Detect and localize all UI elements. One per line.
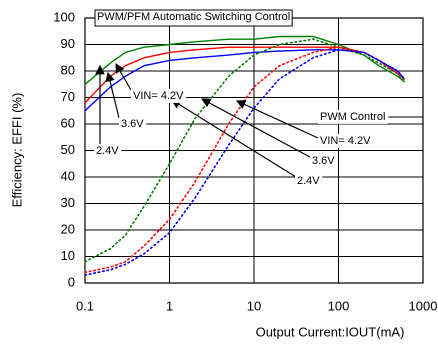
- annotation-bg: [94, 9, 293, 27]
- x-tick-label: 1: [166, 298, 173, 313]
- annotation-arrow: [200, 98, 311, 158]
- series-line: [84, 48, 406, 276]
- annotation-arrow: [115, 62, 132, 91]
- annotation-bg: [119, 116, 147, 131]
- y-tick-label: 0: [68, 274, 75, 289]
- annotation-bg: [94, 143, 122, 158]
- y-tick-label: 30: [61, 195, 75, 210]
- y-tick-label: 100: [53, 9, 75, 24]
- annotation-bg: [295, 173, 323, 188]
- y-tick-label: 60: [61, 115, 75, 130]
- series-line: [84, 38, 406, 263]
- y-tick-label: 90: [61, 36, 75, 51]
- x-tick-label: 0.1: [76, 298, 94, 313]
- y-tick-label: 70: [61, 89, 75, 104]
- annotation-bg: [131, 88, 187, 103]
- annotation-bg: [318, 109, 388, 124]
- y-tick-label: 40: [61, 168, 75, 183]
- annotation: PWM Control: [320, 111, 385, 123]
- x-tick-label: 100: [328, 298, 350, 313]
- x-tick-label: 10: [247, 298, 261, 313]
- series-line: [84, 46, 406, 274]
- annotation-arrow: [235, 100, 319, 139]
- annotation-arrow: [105, 71, 120, 119]
- annotation: PWM/PFM Automatic Switching Control: [97, 11, 290, 23]
- annotation: 2.4V: [96, 145, 119, 157]
- x-axis-label: Output Current:IOUT(mA): [256, 324, 405, 339]
- x-tick-label: 1000: [409, 298, 438, 313]
- annotation: VIN= 4.2V: [320, 135, 371, 147]
- annotation-bg: [318, 133, 374, 148]
- annotation: VIN= 4.2V: [133, 90, 184, 102]
- y-tick-label: 50: [61, 142, 75, 157]
- annotation-arrow: [170, 99, 297, 178]
- y-tick-label: 20: [61, 221, 75, 236]
- annotation: 3.6V: [121, 118, 144, 130]
- series-line: [84, 35, 405, 85]
- y-tick-label: 10: [61, 248, 75, 263]
- y-tick-label: 80: [61, 62, 75, 77]
- annotation-bg: [310, 153, 338, 168]
- annotation: 3.6V: [312, 155, 335, 167]
- annotation: 2.4V: [297, 175, 320, 187]
- y-axis-label: Efficiency: EFFI (%): [9, 93, 24, 208]
